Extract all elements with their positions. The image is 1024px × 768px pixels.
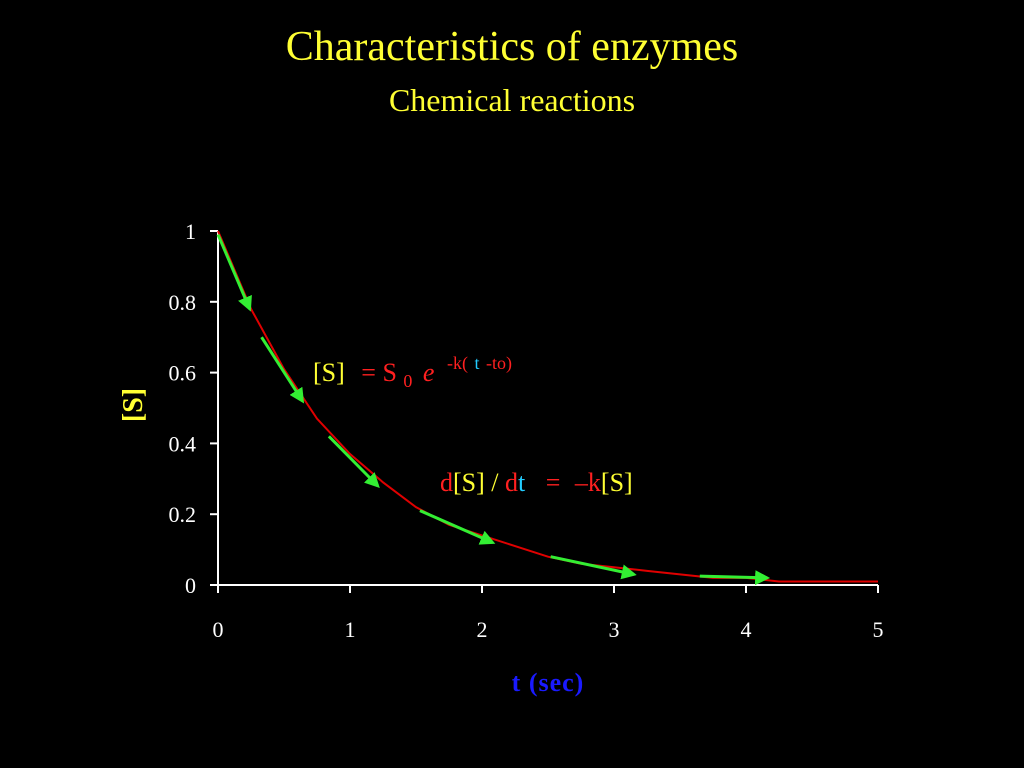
x-tick-label: 2 <box>477 617 488 642</box>
y-tick-label: 0.4 <box>169 431 197 456</box>
eq-term: -k( <box>447 353 468 374</box>
eq-term: d <box>505 468 518 497</box>
tangent-arrow <box>216 233 252 312</box>
equation-1: [S] = S 0 e -k( t -to) <box>313 346 512 393</box>
y-axis-label: [S] <box>118 388 149 422</box>
y-tick-label: 1 <box>185 219 196 244</box>
y-tick-label: 0.8 <box>169 290 197 315</box>
x-tick-label: 3 <box>609 617 620 642</box>
tangent-arrow <box>327 435 380 489</box>
eq-term: = S <box>361 358 397 387</box>
y-tick-label: 0.6 <box>169 361 197 386</box>
x-tick-label: 5 <box>873 617 884 642</box>
tangent-arrow <box>699 570 771 586</box>
y-tick-label: 0 <box>185 573 196 598</box>
tangent-arrow <box>550 555 637 580</box>
y-tick-label: 0.2 <box>169 502 197 527</box>
eq-term: [S] <box>313 358 345 387</box>
eq-term: -to) <box>486 353 512 374</box>
equation-2: d[S] / dt = –k[S] <box>440 468 633 497</box>
tangent-arrow <box>260 336 305 404</box>
x-tick-label: 1 <box>345 617 356 642</box>
x-axis-label: t (sec) <box>512 668 585 697</box>
title: Characteristics of enzymes <box>286 24 738 70</box>
tangent-arrow <box>419 509 496 545</box>
eq-term: e <box>423 358 435 387</box>
eq-term: 0 <box>403 371 412 391</box>
eq-term: [S] <box>601 468 633 497</box>
x-tick-label: 4 <box>741 617 752 642</box>
eq-term: t <box>518 468 526 497</box>
eq-term: t <box>474 353 479 373</box>
x-tick-label: 0 <box>213 617 224 642</box>
eq-term: –k <box>574 468 601 497</box>
eq-term: [S] / <box>453 468 505 497</box>
eq-term: = <box>546 468 561 497</box>
eq-term: d <box>440 468 453 497</box>
subtitle: Chemical reactions <box>389 82 635 118</box>
